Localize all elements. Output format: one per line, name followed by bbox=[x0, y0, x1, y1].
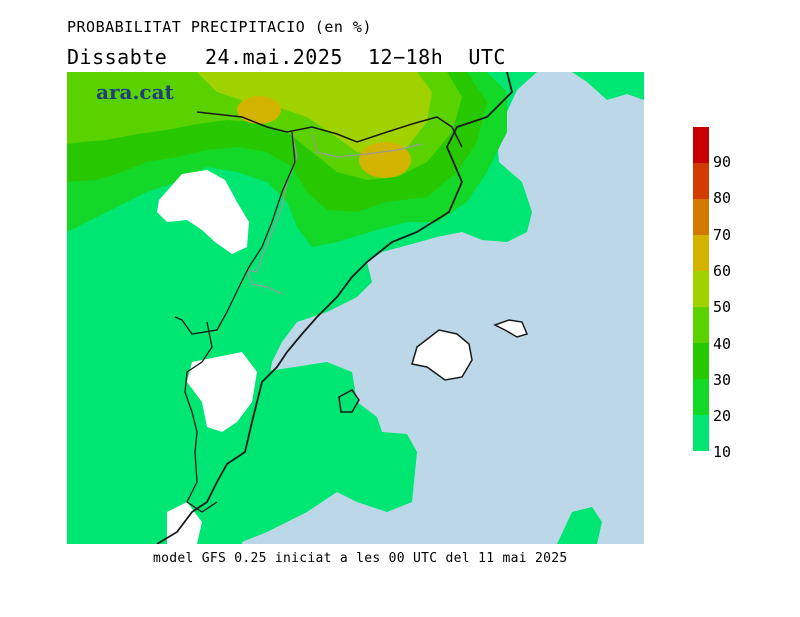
mallorca-island bbox=[411, 329, 473, 381]
land-precip-10-sea-south bbox=[237, 362, 417, 544]
legend-label: 90 bbox=[713, 153, 732, 171]
precip-60-patch-1 bbox=[237, 96, 281, 124]
aragon-catalonia-border bbox=[174, 131, 296, 513]
legend-label: 80 bbox=[713, 189, 732, 208]
legend-label: 60 bbox=[713, 261, 732, 280]
no-precip-area-1 bbox=[157, 170, 249, 254]
precipitation-map bbox=[67, 72, 644, 544]
legend-swatch bbox=[693, 307, 709, 343]
no-precip-area-2 bbox=[187, 352, 257, 432]
coastline bbox=[156, 72, 513, 544]
pyrenees-border bbox=[196, 111, 463, 148]
ibiza-island bbox=[338, 389, 360, 413]
legend-colorbar bbox=[693, 127, 709, 451]
legend-swatch bbox=[693, 127, 709, 163]
legend-label: 50 bbox=[713, 298, 732, 317]
model-info: model GFS 0.25 iniciat a les 00 UTC del … bbox=[153, 551, 568, 566]
legend-label: 70 bbox=[713, 225, 732, 244]
legend-label: 20 bbox=[713, 407, 732, 426]
legend-swatch bbox=[693, 415, 709, 451]
forecast-period: Dissabte 24.mai.2025 12−18h UTC bbox=[67, 45, 506, 69]
legend-swatch bbox=[693, 343, 709, 379]
legend-swatch bbox=[693, 271, 709, 307]
brand-logo: ara.cat bbox=[96, 80, 174, 104]
land-precip-50 bbox=[197, 72, 432, 157]
legend-swatch bbox=[693, 163, 709, 199]
map-canvas bbox=[67, 72, 644, 544]
chart-title: PROBABILITAT PRECIPITACIO (en %) bbox=[67, 18, 372, 36]
precip-60-patch-2 bbox=[359, 142, 411, 178]
legend-swatch bbox=[693, 199, 709, 235]
legend-label: 30 bbox=[713, 370, 732, 389]
legend-swatch bbox=[693, 235, 709, 271]
south-east-land bbox=[557, 507, 602, 544]
menorca-island bbox=[493, 319, 529, 338]
legend-labels: 90 80 70 60 50 40 30 20 10 bbox=[713, 127, 773, 462]
legend-label: 10 bbox=[713, 443, 732, 462]
legend-label: 40 bbox=[713, 334, 732, 353]
legend-swatch bbox=[693, 379, 709, 415]
